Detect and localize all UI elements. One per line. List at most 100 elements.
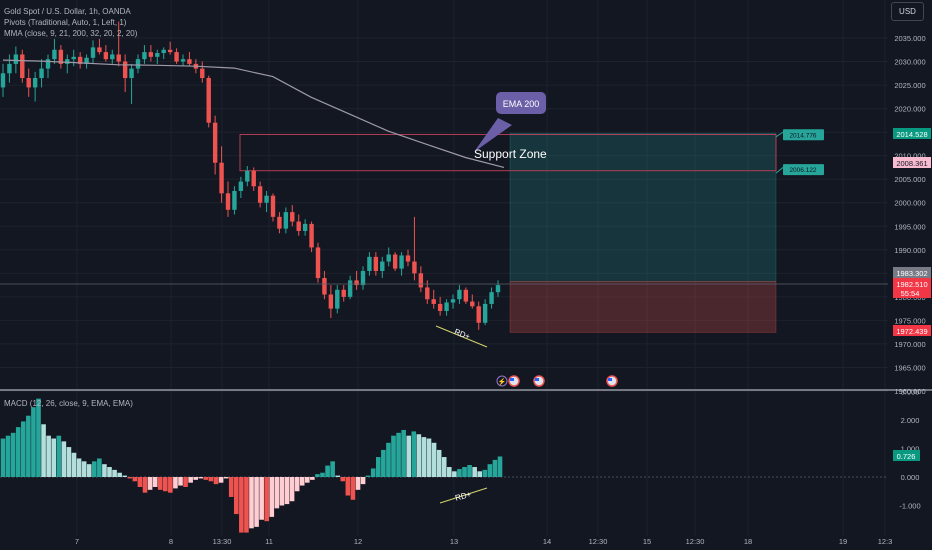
candle-body <box>129 68 134 79</box>
candle-body <box>322 278 327 295</box>
candle <box>129 63 134 104</box>
candle <box>20 49 25 83</box>
ema-callout-label: EMA 200 <box>503 99 540 109</box>
macd-bar <box>315 474 320 477</box>
flash-event-icon[interactable] <box>496 375 508 387</box>
candle-body <box>7 63 12 74</box>
candle <box>122 54 128 93</box>
divergence-line-price <box>435 325 488 348</box>
us-flag-event-icon[interactable] <box>606 375 618 387</box>
candle-body <box>444 302 449 311</box>
candle <box>103 45 109 62</box>
time-tick-label: 8 <box>169 537 173 546</box>
time-axis[interactable]: 7 8 13:30 11 12 13 14 12:30 15 12:30 18 19 12:3 <box>75 537 892 546</box>
macd-bar <box>107 467 112 477</box>
macd-bar <box>269 477 275 517</box>
macd-bar <box>472 467 477 477</box>
macd-bar <box>386 442 391 477</box>
macd-bar <box>162 477 168 492</box>
pivots-indicator-label[interactable]: Pivots (Traditional, Auto, 1, Left, 1) <box>4 18 127 27</box>
candle <box>39 59 44 88</box>
macd-bar <box>36 398 41 477</box>
last-price-tag <box>893 278 931 298</box>
price-tick-label: 2025.000 <box>894 81 925 90</box>
candle-body <box>335 289 340 309</box>
time-tick-label: 12:3 <box>878 537 893 546</box>
macd-indicator-label[interactable]: MACD (12, 26, close, 9, EMA, EMA) <box>4 399 133 408</box>
macd-bar <box>76 458 82 477</box>
ema-200-line <box>2 59 505 168</box>
candle-body <box>245 170 250 182</box>
price-tick-label: 1965.000 <box>894 363 925 372</box>
economic-events: ⚡ <box>496 375 618 387</box>
price-tick-label: 1960.000 <box>894 387 925 396</box>
macd-bar <box>51 438 57 477</box>
candle-body <box>418 273 424 288</box>
candle <box>65 54 70 74</box>
macd-bar <box>426 438 432 477</box>
macd-bar <box>406 435 412 477</box>
macd-bar <box>482 469 488 477</box>
price-tick-label: 2010.000 <box>894 152 925 161</box>
candle <box>457 285 462 304</box>
candle <box>167 41 173 55</box>
macd-bar <box>20 421 26 477</box>
candle-body <box>302 223 308 231</box>
us-flag-event-icon[interactable] <box>508 375 520 387</box>
candle-body <box>122 61 128 79</box>
macd-bar <box>446 467 452 477</box>
currency-button[interactable]: USD <box>891 2 924 21</box>
candle <box>418 266 424 293</box>
us-flag-event-icon[interactable] <box>533 375 545 387</box>
candle-body <box>360 270 366 286</box>
candle <box>45 54 51 79</box>
candle <box>84 54 89 69</box>
macd-tick-label: -1.000 <box>899 502 920 511</box>
macd-bar <box>15 427 21 477</box>
mma-indicator-label[interactable]: MMA (close, 9, 21, 200, 32, 20, 2, 20) <box>4 29 138 38</box>
macd-bar <box>178 477 183 486</box>
macd-bar <box>223 477 229 479</box>
macd-bar <box>304 477 310 483</box>
macd-bar <box>416 434 422 477</box>
current-price-tag <box>893 267 931 278</box>
target-upper-text: 2014.776 <box>789 132 816 139</box>
macd-bar <box>41 424 46 477</box>
candle <box>270 193 276 222</box>
macd-value-tag <box>893 450 920 461</box>
price-axis[interactable]: 1960.0001965.0001970.0001975.0001980.000… <box>894 34 925 396</box>
candle-body <box>290 212 295 222</box>
macd-tick-label: 1.000 <box>901 445 920 454</box>
candle-body <box>495 285 501 293</box>
candle <box>431 289 436 309</box>
candle-body <box>386 254 391 262</box>
ema-callout-box[interactable] <box>496 92 546 114</box>
candle <box>277 212 282 234</box>
target-lower-tag <box>783 164 824 176</box>
candle <box>187 52 192 67</box>
candle-body <box>20 54 25 79</box>
macd-axis[interactable]: 3.000 2.000 1.000 0.000 -1.000 <box>899 388 920 511</box>
last-price-text: 1982.510 <box>896 280 927 289</box>
macd-bar <box>401 429 406 477</box>
profit-zone <box>509 132 777 282</box>
candle <box>392 252 398 271</box>
macd-bar <box>142 477 148 493</box>
current-price-text: 1983.302 <box>896 269 927 278</box>
macd-bar <box>97 458 102 477</box>
candle-body <box>470 301 475 307</box>
macd-bar <box>259 477 264 520</box>
candle <box>399 252 404 276</box>
price-tick-label: 2020.000 <box>894 105 925 114</box>
candle <box>245 166 250 187</box>
candle <box>489 287 494 309</box>
loss-zone <box>509 281 777 333</box>
symbol-title[interactable]: Gold Spot / U.S. Dollar, 1h, OANDA <box>4 7 131 16</box>
macd-bar <box>152 477 158 487</box>
candle-body <box>373 256 379 271</box>
macd-bar <box>193 477 199 480</box>
candle <box>341 285 346 302</box>
macd-bar <box>183 477 188 487</box>
macd-bar <box>452 471 457 477</box>
